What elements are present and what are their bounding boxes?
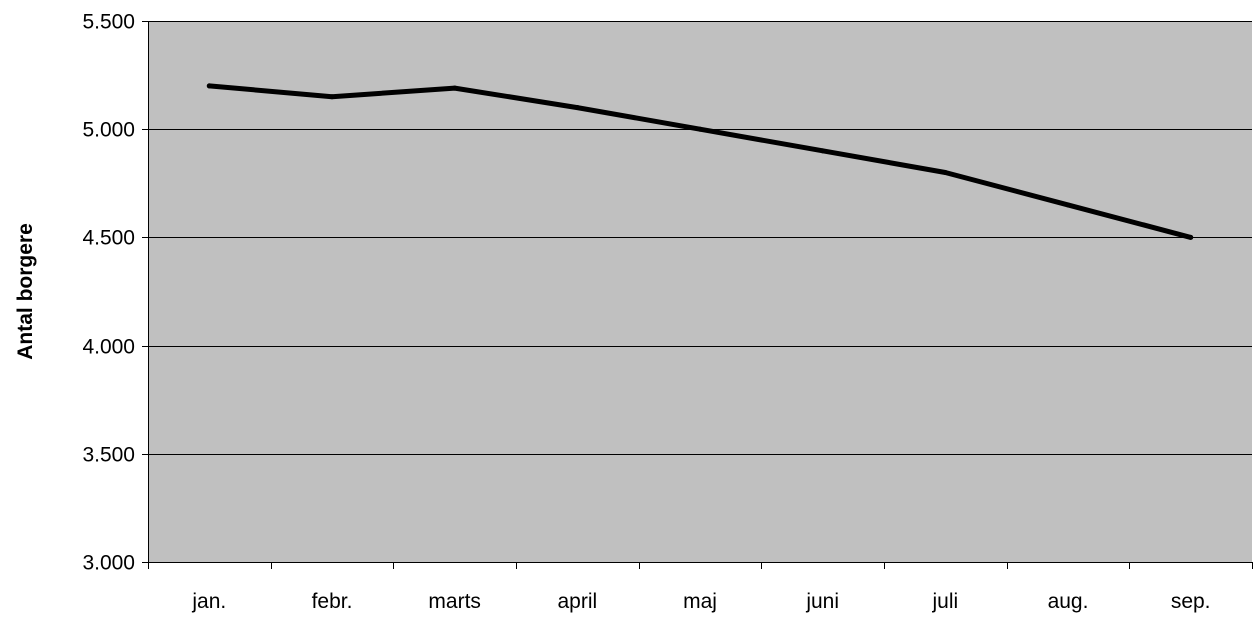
data-point-0-8 bbox=[1188, 234, 1194, 240]
y-tick-label-0: 3.000 bbox=[82, 552, 135, 575]
x-tick-label-4: maj bbox=[683, 590, 717, 613]
data-point-0-2 bbox=[452, 85, 458, 91]
data-point-0-1 bbox=[329, 94, 335, 100]
series-group bbox=[206, 83, 1194, 240]
y-tick-labels: 3.000 3.500 4.000 4.500 5.000 5.500 bbox=[82, 11, 135, 575]
axes bbox=[142, 21, 1253, 569]
x-tick-label-5: juni bbox=[805, 590, 839, 613]
data-point-0-4 bbox=[697, 126, 703, 132]
x-tick-label-2: marts bbox=[428, 590, 481, 613]
y-tick-label-2: 4.000 bbox=[82, 336, 135, 359]
data-point-0-7 bbox=[1065, 202, 1071, 208]
plot-area bbox=[148, 21, 1252, 562]
y-axis-title: Antal borgere bbox=[14, 223, 37, 360]
x-tick-label-1: febr. bbox=[312, 590, 353, 613]
y-tick-label-3: 4.500 bbox=[82, 227, 135, 250]
x-tick-label-3: april bbox=[557, 590, 597, 613]
y-tick-label-4: 5.000 bbox=[82, 119, 135, 142]
data-point-0-3 bbox=[574, 105, 580, 111]
gridlines bbox=[148, 21, 1252, 455]
y-tick-label-5: 5.500 bbox=[82, 11, 135, 34]
x-tick-label-6: juli bbox=[931, 590, 958, 613]
data-point-0-0 bbox=[206, 83, 212, 89]
data-point-0-6 bbox=[942, 169, 948, 175]
x-tick-labels: jan. febr. marts april maj juni juli aug. sep. bbox=[191, 590, 1210, 613]
x-tick-label-8: sep. bbox=[1171, 590, 1211, 613]
x-tick-label-7: aug. bbox=[1048, 590, 1089, 613]
data-point-0-5 bbox=[820, 148, 826, 154]
y-tick-label-1: 3.500 bbox=[82, 444, 135, 467]
x-tick-label-0: jan. bbox=[191, 590, 226, 613]
